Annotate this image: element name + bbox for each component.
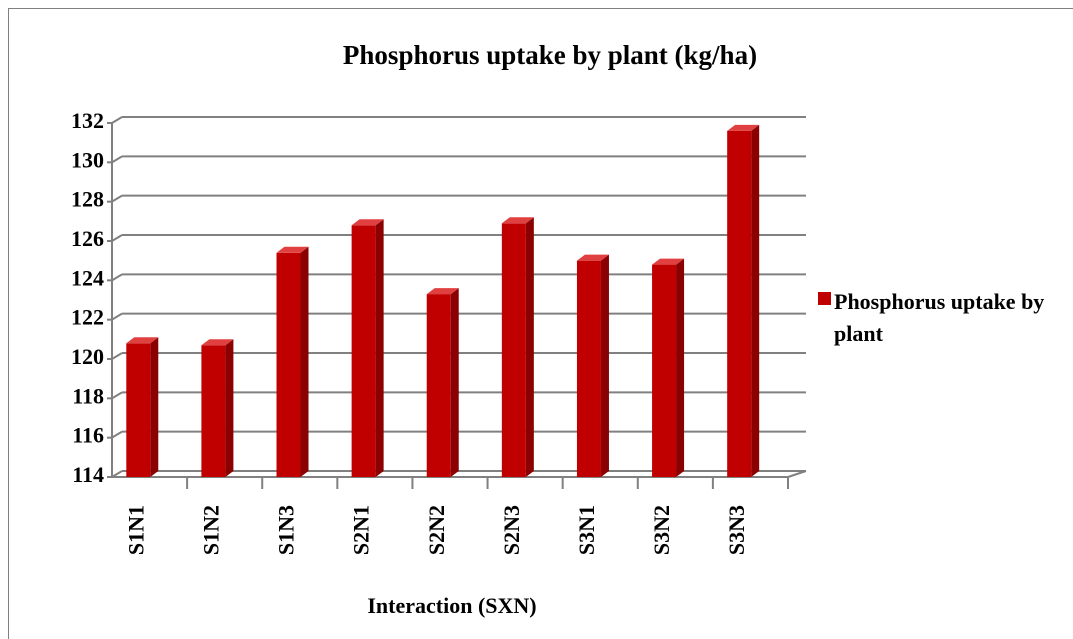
bar-top — [126, 337, 159, 344]
legend-label: Phosphorus uptake by plant — [834, 289, 1045, 346]
x-tick-label: S3N3 — [724, 505, 749, 555]
y-tick-label: 130 — [71, 147, 104, 172]
chart-title: Phosphorus uptake by plant (kg/ha) — [343, 40, 757, 70]
bar — [576, 260, 601, 477]
bar-side — [150, 337, 159, 477]
grid-line — [111, 234, 123, 242]
bar — [126, 343, 151, 477]
bar — [276, 252, 301, 477]
grid-line — [111, 273, 123, 282]
wall-edge — [787, 470, 807, 478]
chart-border — [8, 8, 1073, 639]
grid-line — [111, 194, 123, 203]
bar-side — [300, 246, 309, 477]
bar-top — [652, 258, 685, 265]
y-tick-label: 120 — [71, 344, 104, 369]
x-tick-label: S1N1 — [123, 505, 148, 555]
bar-side — [600, 254, 609, 477]
x-tick-label: S1N3 — [274, 505, 299, 555]
y-tick-label: 116 — [72, 423, 104, 448]
grid-line — [111, 391, 123, 400]
bar-top — [426, 288, 459, 295]
bar — [501, 223, 526, 477]
y-tick-label: 124 — [71, 265, 104, 290]
grid-line — [111, 430, 123, 439]
bar-top — [201, 339, 234, 346]
bar-side — [751, 124, 760, 477]
grid-line — [111, 312, 123, 321]
bar-side — [525, 217, 534, 478]
bar — [652, 264, 677, 477]
bar — [426, 294, 451, 477]
bar-side — [225, 339, 234, 477]
bar-top — [276, 246, 309, 253]
x-tick-label: S3N1 — [574, 505, 599, 555]
x-axis-title: Interaction (SXN) — [367, 593, 536, 618]
bar — [351, 225, 376, 477]
bar — [727, 130, 752, 477]
bar-side — [375, 219, 384, 477]
bar-side — [450, 288, 459, 477]
grid-line — [111, 155, 123, 164]
x-tick-label: S1N2 — [198, 505, 223, 555]
x-tick-label: S2N1 — [349, 505, 374, 555]
y-tick-label: 122 — [71, 305, 104, 330]
y-tick-label: 126 — [71, 226, 104, 251]
bar-top — [727, 124, 760, 131]
bar — [201, 345, 226, 477]
y-tick-label: 128 — [71, 187, 104, 212]
legend-key — [818, 292, 831, 305]
x-tick-label: S3N2 — [649, 505, 674, 555]
grid-line — [111, 116, 123, 124]
x-tick-label: S2N2 — [424, 505, 449, 555]
bar-top — [501, 217, 534, 224]
bar-side — [676, 258, 685, 477]
y-tick-label: 132 — [71, 108, 104, 133]
y-tick-label: 118 — [72, 383, 104, 408]
grid-line — [111, 352, 123, 360]
bar-top — [351, 219, 384, 226]
x-tick-label: S2N3 — [499, 505, 524, 555]
y-tick-label: 114 — [72, 462, 104, 487]
bar-top — [576, 254, 609, 261]
